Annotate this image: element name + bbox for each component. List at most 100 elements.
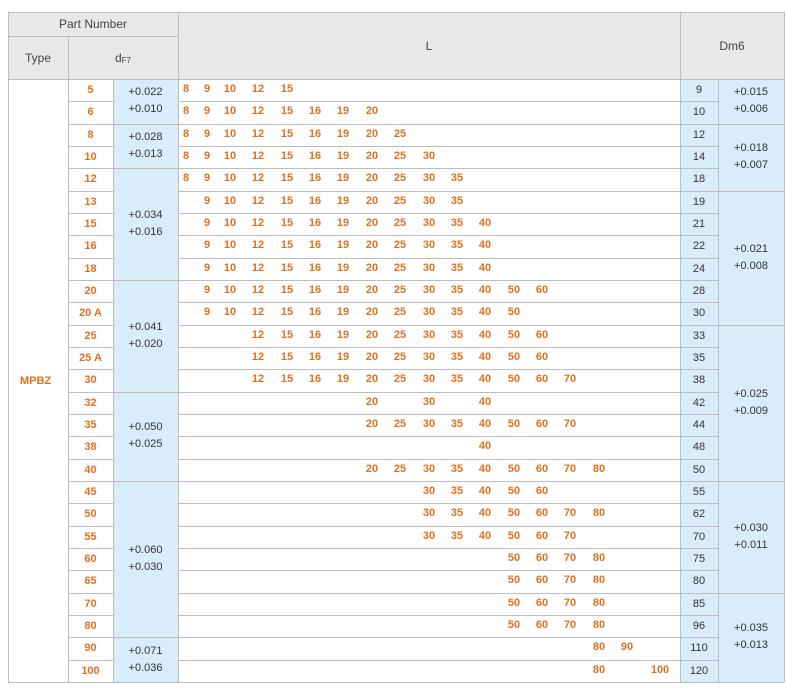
l-value: 60	[535, 596, 549, 609]
grid-line	[178, 145, 718, 147]
grid-line	[68, 570, 113, 572]
l-value: 8	[182, 172, 190, 185]
l-value: 40	[478, 373, 492, 386]
l-value: 35	[450, 529, 464, 542]
grid-line	[68, 168, 113, 170]
d-tolerance-lower: +0.010	[128, 103, 163, 116]
d-tolerance: +0.060 +0.030	[113, 480, 178, 638]
grid-line	[178, 235, 718, 237]
header-l: L	[178, 12, 680, 79]
grid-line	[718, 79, 719, 682]
l-value: 10	[223, 261, 237, 274]
dm6-value: 70	[680, 525, 718, 548]
grid-line	[68, 525, 113, 527]
l-value: 50	[507, 529, 521, 542]
grid-line	[68, 36, 69, 682]
l-value: 19	[336, 127, 350, 140]
grid-line	[8, 79, 784, 80]
grid-line	[68, 503, 113, 505]
d-tolerance: +0.034 +0.016	[113, 168, 178, 280]
l-value: 12	[251, 149, 265, 162]
d-value: 65	[84, 575, 97, 588]
l-value: 19	[336, 239, 350, 252]
d-tolerance: +0.022 +0.010	[113, 79, 178, 124]
grid-line	[68, 480, 113, 482]
l-value: 15	[280, 306, 294, 319]
l-value: 40	[478, 462, 492, 475]
dm6-value: 48	[680, 436, 718, 459]
l-value: 20	[365, 328, 379, 341]
l-value: 30	[422, 172, 436, 185]
grid-line	[178, 637, 718, 639]
l-value: 9	[203, 172, 211, 185]
l-value: 40	[478, 395, 492, 408]
l-value: 30	[422, 395, 436, 408]
l-value: 20	[365, 395, 379, 408]
l-value: 9	[203, 149, 211, 162]
l-value: 20	[365, 417, 379, 430]
l-value: 35	[450, 328, 464, 341]
l-value: 40	[478, 283, 492, 296]
grid-line	[68, 637, 113, 639]
l-value: 19	[336, 306, 350, 319]
d-value: 20 A	[79, 307, 102, 320]
l-value: 8	[182, 127, 190, 140]
l-value: 15	[280, 239, 294, 252]
grid-line	[178, 101, 718, 103]
l-value: 60	[535, 551, 549, 564]
l-value: 19	[336, 149, 350, 162]
l-value: 9	[203, 83, 211, 95]
l-value: 70	[563, 551, 577, 564]
l-value: 10	[223, 105, 237, 118]
grid-line	[68, 279, 113, 281]
l-value: 80	[592, 641, 606, 654]
d-tolerance-upper: +0.022	[128, 86, 163, 99]
l-value: 20	[365, 261, 379, 274]
l-value: 60	[535, 618, 549, 631]
d-value: 18	[84, 262, 97, 275]
l-value: 30	[422, 529, 436, 542]
l-value: 50	[507, 618, 521, 631]
l-value: 60	[535, 283, 549, 296]
dm6-value: 120	[680, 659, 718, 682]
grid-line	[784, 12, 785, 682]
l-value: 12	[251, 216, 265, 229]
l-value: 50	[507, 574, 521, 587]
dm6-tolerance-upper: +0.025	[734, 387, 768, 400]
l-value: 50	[507, 373, 521, 386]
l-value: 12	[251, 194, 265, 207]
l-value: 20	[365, 127, 379, 140]
l-value: 10	[223, 149, 237, 162]
d-value: 25 A	[79, 352, 102, 365]
d-tolerance-lower: +0.016	[128, 226, 163, 239]
grid-line	[68, 235, 113, 237]
d-value: 55	[84, 530, 97, 543]
l-value: 19	[336, 283, 350, 296]
l-value: 15	[280, 328, 294, 341]
l-value: 90	[620, 641, 634, 654]
l-value: 80	[592, 551, 606, 564]
l-value: 15	[280, 283, 294, 296]
l-value: 8	[182, 83, 190, 95]
l-value: 30	[422, 194, 436, 207]
grid-line	[8, 681, 784, 683]
grid-line	[178, 302, 718, 304]
l-value: 35	[450, 194, 464, 207]
l-value: 25	[393, 328, 407, 341]
l-value: 16	[308, 350, 322, 363]
dm6-value: 9	[680, 79, 718, 102]
l-value: 25	[393, 194, 407, 207]
dm6-tolerance-lower: +0.008	[734, 259, 768, 272]
l-value: 12	[251, 350, 265, 363]
l-value: 30	[422, 484, 436, 497]
d-tolerance-upper: +0.071	[128, 644, 163, 657]
grid-line	[8, 12, 784, 13]
l-value: 40	[478, 306, 492, 319]
type-cell: MPBZ	[8, 79, 68, 682]
l-value: 20	[365, 239, 379, 252]
l-value: 35	[450, 484, 464, 497]
grid-line	[68, 302, 113, 304]
dm6-tolerance-lower: +0.006	[734, 103, 768, 116]
dm6-value: 50	[680, 458, 718, 481]
dm6-value: 35	[680, 346, 718, 370]
